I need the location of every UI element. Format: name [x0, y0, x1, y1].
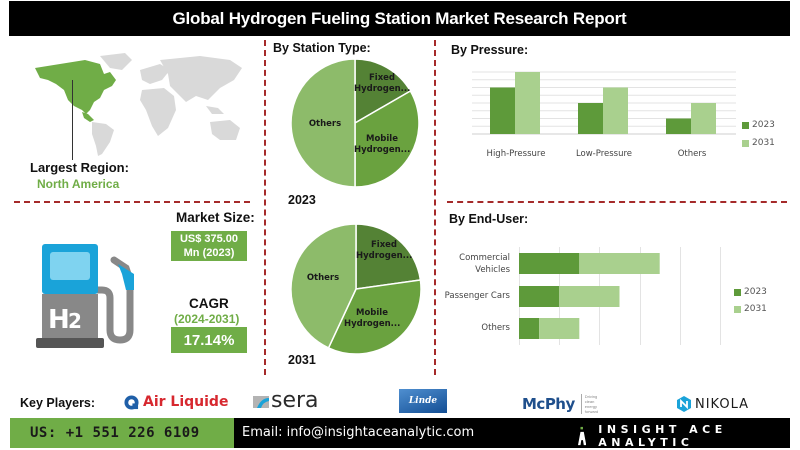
pressure-bar-chart	[472, 70, 738, 147]
legend-swatch-2031	[734, 305, 741, 313]
station-type-pie-2031	[289, 222, 423, 361]
svg-text:H: H	[48, 305, 70, 335]
pie-2023-label-others: Others	[308, 119, 342, 129]
largest-region-label: Largest Region:	[30, 160, 129, 175]
mcphy-logo: McPhy Driving clean energy forward	[522, 394, 607, 414]
end-user-y-label-commercial: Commercial Vehicles	[459, 253, 510, 275]
sera-icon	[253, 396, 269, 408]
station-type-pie-2023	[289, 57, 421, 194]
end-user-bar-chart	[519, 247, 723, 352]
divider-left-horizontal	[14, 201, 250, 203]
report-title: Global Hydrogen Fueling Station Market R…	[9, 1, 790, 36]
divider-right	[434, 40, 436, 375]
hydrogen-pump-icon: H 2	[34, 240, 144, 350]
sera-logo: sera	[253, 390, 319, 412]
email-bar: Email: info@insightaceanalytic.com INSIG…	[234, 418, 790, 449]
legend-swatch-2031	[742, 139, 749, 147]
nikola-icon	[677, 396, 691, 412]
pie-2031-label-mobile: Mobile Hydrogen...	[344, 308, 401, 329]
pressure-legend-2031: 2031	[742, 138, 775, 148]
pressure-x-label-others: Others	[677, 149, 707, 159]
pie-2023-label-fixed: Fixed Hydrogen...	[354, 73, 411, 94]
end-user-y-label-passenger: Passenger Cars	[444, 291, 510, 301]
region-pointer-line	[72, 80, 73, 160]
north-america-region	[35, 60, 116, 114]
key-players-label: Key Players:	[20, 396, 96, 410]
end-user-legend-2031: 2031	[734, 304, 767, 314]
pressure-x-label-low: Low-Pressure	[575, 149, 633, 159]
end-user-title: By End-User:	[449, 212, 529, 226]
world-map	[30, 50, 250, 160]
cagr-years: (2024-2031)	[174, 312, 240, 326]
pie-2031-label-others: Others	[306, 273, 340, 283]
air-liquide-icon	[124, 394, 139, 410]
divider-right-horizontal	[447, 201, 787, 203]
divider-left	[264, 40, 266, 375]
pie-2031-label-fixed: Fixed Hydrogen...	[356, 240, 413, 261]
phone-contact[interactable]: US: +1 551 226 6109	[10, 418, 234, 448]
pressure-title: By Pressure:	[451, 43, 529, 57]
cagr-label: CAGR	[189, 296, 229, 311]
pie-2031-year: 2031	[288, 353, 316, 367]
largest-region-value: North America	[37, 177, 120, 191]
linde-logo: Linde	[399, 389, 447, 413]
pie-2023-label-mobile: Mobile Hydrogen...	[354, 134, 411, 155]
air-liquide-logo: Air Liquide	[124, 394, 228, 410]
market-size-label: Market Size:	[176, 210, 255, 225]
pressure-x-label-high: High-Pressure	[486, 149, 546, 159]
end-user-y-label-others: Others	[481, 323, 510, 333]
pressure-legend-2023: 2023	[742, 120, 775, 130]
insight-ace-logo-icon	[578, 426, 587, 446]
insight-ace-brand: INSIGHT ACE ANALYTIC	[578, 423, 790, 449]
pie-2023-year: 2023	[288, 193, 316, 207]
station-type-title: By Station Type:	[273, 41, 371, 55]
email-contact[interactable]: Email: info@insightaceanalytic.com	[242, 425, 475, 440]
market-size-value: US$ 375.00 Mn (2023)	[171, 231, 247, 261]
nikola-logo: NIKOLA	[676, 396, 749, 412]
cagr-value: 17.14%	[171, 327, 247, 353]
legend-swatch-2023	[734, 288, 741, 296]
end-user-legend-2023: 2023	[734, 287, 767, 297]
legend-swatch-2023	[742, 121, 749, 129]
svg-text:2: 2	[68, 309, 82, 333]
